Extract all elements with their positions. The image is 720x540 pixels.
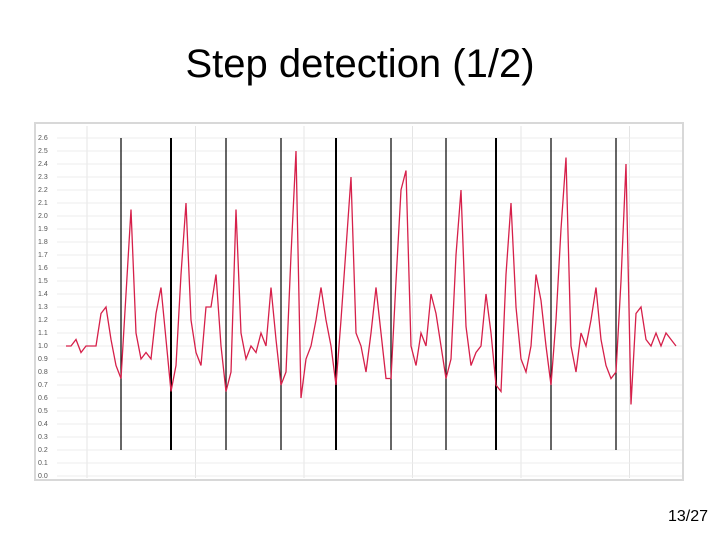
y-tick-label: 0.9 <box>38 356 48 363</box>
y-tick-label: 1.3 <box>38 304 48 311</box>
y-tick-label: 2.5 <box>38 148 48 155</box>
y-tick-label: 0.7 <box>38 382 48 389</box>
slide-title: Step detection (1/2) <box>185 42 535 86</box>
y-tick-label: 2.3 <box>38 174 48 181</box>
y-tick-label: 2.1 <box>38 200 48 207</box>
y-tick-label: 1.8 <box>38 239 48 246</box>
y-tick-label: 0.2 <box>38 447 48 454</box>
y-tick-label: 0.3 <box>38 434 48 441</box>
y-tick-label: 0.5 <box>38 408 48 415</box>
y-tick-label: 2.2 <box>38 187 48 194</box>
y-tick-label: 0.8 <box>38 369 48 376</box>
y-tick-label: 1.2 <box>38 317 48 324</box>
y-tick-label: 0.6 <box>38 395 48 402</box>
y-tick-label: 2.0 <box>38 213 48 220</box>
y-tick-label: 1.4 <box>38 291 48 298</box>
page-number: 13/27 <box>667 508 708 525</box>
y-tick-label: 2.6 <box>38 135 48 142</box>
signal-line <box>66 150 677 405</box>
plot-frame <box>34 122 684 481</box>
y-tick-label: 0.4 <box>38 421 48 428</box>
y-tick-label: 1.1 <box>38 330 48 337</box>
y-tick-label: 2.4 <box>38 161 48 168</box>
y-tick-label: 1.6 <box>38 265 48 272</box>
y-tick-label: 1.9 <box>38 226 48 233</box>
y-tick-label: 1.5 <box>38 278 48 285</box>
y-tick-label: 0.1 <box>38 460 48 467</box>
y-tick-label: 1.7 <box>38 252 48 259</box>
y-tick-label: 1.0 <box>38 343 48 350</box>
y-tick-label: 0.0 <box>38 473 48 480</box>
